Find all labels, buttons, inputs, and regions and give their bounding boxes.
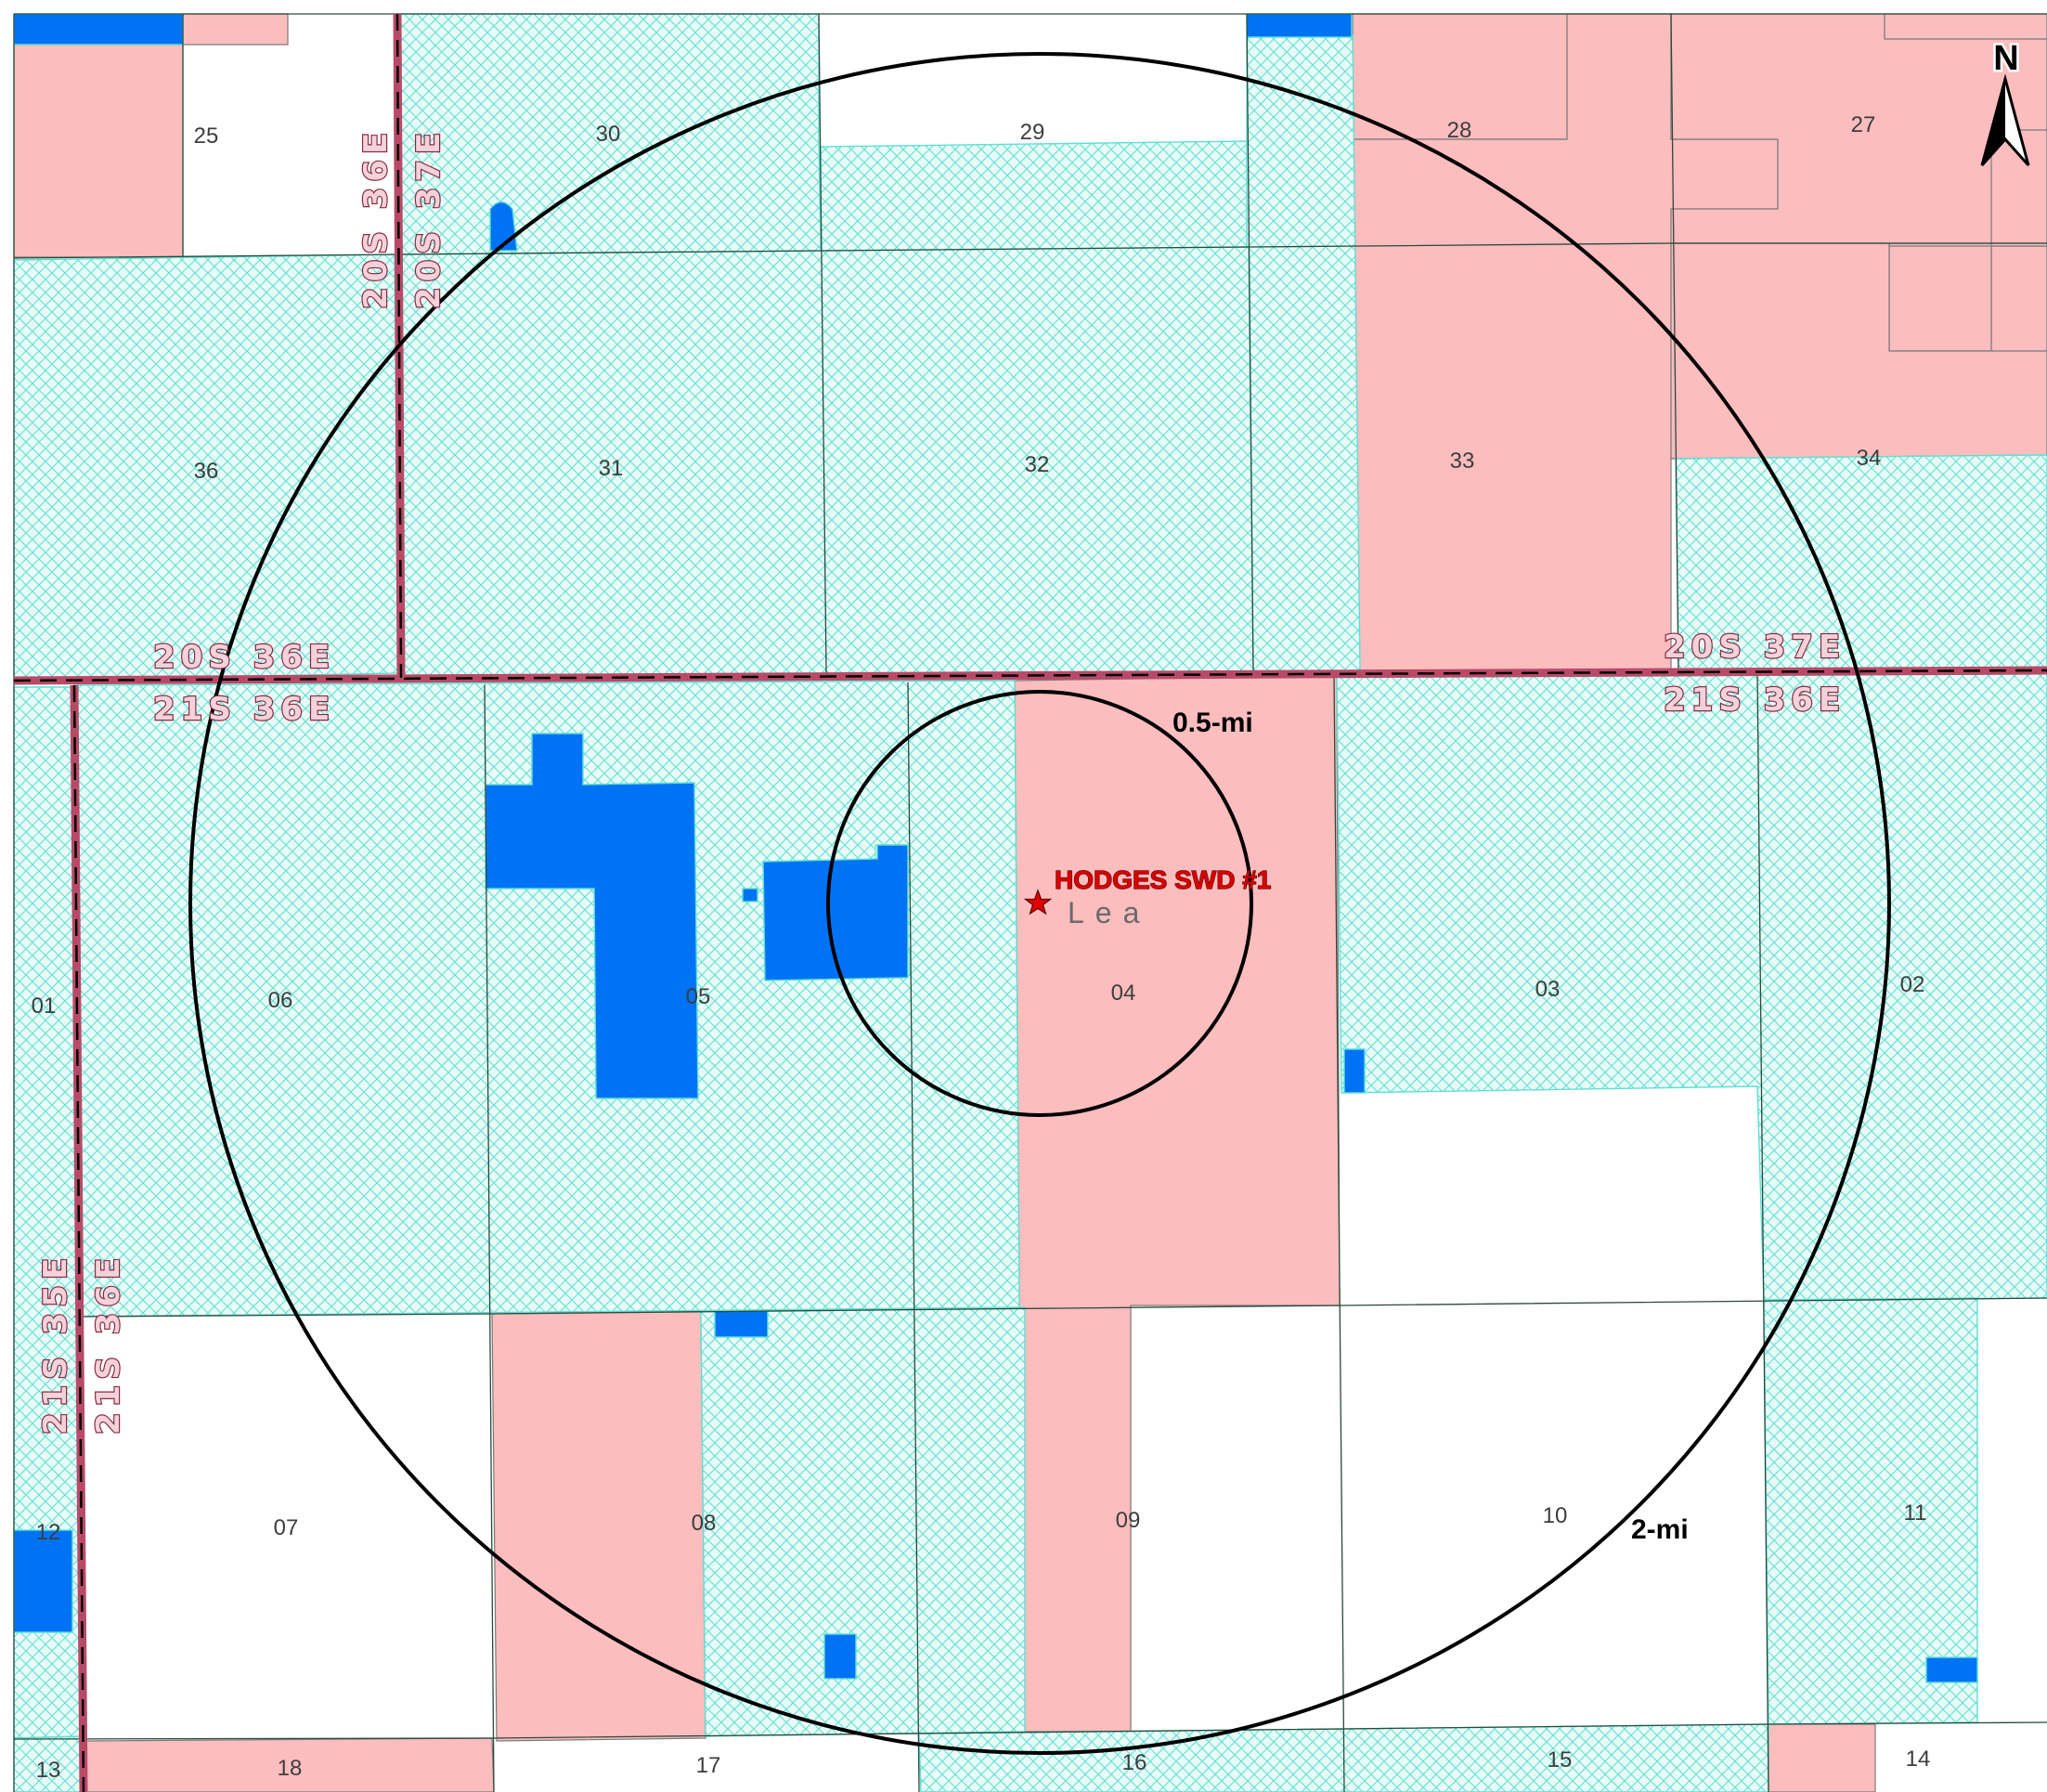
- section-label: 16: [1122, 1750, 1147, 1775]
- section-label: 12: [36, 1520, 61, 1545]
- section-label: 15: [1548, 1747, 1573, 1773]
- section-label: 29: [1020, 120, 1045, 145]
- township-label: 20S 37E: [1664, 629, 1846, 666]
- parcel-sec14-fee: [1768, 1723, 1876, 1792]
- section-label: 10: [1543, 1503, 1568, 1528]
- water-feature-03-small: [1343, 1048, 1366, 1094]
- section-label: 13: [36, 1758, 61, 1783]
- section-label: 25: [194, 123, 219, 149]
- township-label: 20S 36E: [357, 127, 395, 309]
- section-label: 36: [194, 459, 219, 484]
- section-label: 30: [596, 122, 621, 147]
- section-label: 03: [1535, 977, 1561, 1002]
- well-marker[interactable]: HODGES SWD #1 Lea: [1023, 864, 1272, 929]
- section-label: 17: [696, 1753, 721, 1778]
- section-label: 05: [686, 984, 711, 1009]
- section-label: 02: [1900, 972, 1925, 997]
- water-feature-05-small: [742, 888, 758, 902]
- section-label: 09: [1116, 1508, 1141, 1533]
- ownership-layer: [13, 13, 2047, 1792]
- parcel-sec29b-state: [1246, 34, 1361, 674]
- township-label: 20S 36E: [153, 639, 335, 676]
- parcel-sec29-state: [820, 140, 1250, 252]
- water-feature-05-pond: [762, 844, 909, 981]
- section-label: 07: [274, 1515, 299, 1540]
- water-feature-08-pond: [823, 1633, 857, 1680]
- two-mile-ring: [188, 52, 1891, 1755]
- water-feature-12: [13, 1529, 73, 1633]
- section-label: 28: [1447, 118, 1472, 143]
- section-label: 01: [32, 993, 57, 1019]
- well-name-label: HODGES SWD #1: [1055, 865, 1271, 894]
- section-label: 31: [599, 456, 624, 481]
- water-feature-nw: [13, 13, 184, 45]
- section-labels: 25 30 29 28 27 36 31 32 33 34 01 06 05 0…: [32, 112, 1931, 1783]
- section-label: 08: [692, 1511, 717, 1536]
- section-label: 18: [278, 1756, 303, 1781]
- section-label: 06: [268, 988, 293, 1013]
- radius-rings: [188, 52, 1891, 1755]
- section-label: 11: [1904, 1500, 1927, 1526]
- half-mile-ring: [826, 690, 1253, 1117]
- star-icon[interactable]: [1023, 889, 1053, 915]
- parcel-sec08-fee: [491, 1310, 706, 1742]
- water-feature-n29: [1246, 13, 1353, 38]
- section-grid: [13, 13, 2047, 1792]
- water-feature-11-pond: [1925, 1656, 1978, 1683]
- north-arrow: N: [1980, 37, 2030, 166]
- section-label: 27: [1851, 112, 1876, 137]
- township-label: 21S 35E: [37, 1253, 74, 1435]
- section-label: 32: [1025, 452, 1050, 477]
- water-feature-08-top: [714, 1310, 769, 1338]
- section-label: 14: [1906, 1747, 1931, 1772]
- north-label: N: [1993, 39, 2018, 78]
- county-label: Lea: [1068, 896, 1150, 929]
- section-label: 04: [1111, 980, 1136, 1006]
- township-label: 21S 36E: [153, 691, 335, 728]
- water-feature-05-large: [485, 733, 699, 1099]
- section-label: 34: [1857, 446, 1882, 471]
- parcel-sec08e-state: [700, 1306, 1026, 1737]
- township-labels: 20S 36E 20S 37E 20S 36E 21S 36E 20S 37E …: [36, 126, 1846, 1436]
- township-label: 21S 36E: [1664, 682, 1846, 719]
- half-mile-label: 0.5-mi: [1172, 708, 1253, 738]
- township-label: 20S 37E: [410, 127, 447, 309]
- two-mile-label: 2-mi: [1631, 1514, 1689, 1545]
- section-label: 33: [1450, 448, 1475, 474]
- township-label: 21S 36E: [90, 1253, 127, 1435]
